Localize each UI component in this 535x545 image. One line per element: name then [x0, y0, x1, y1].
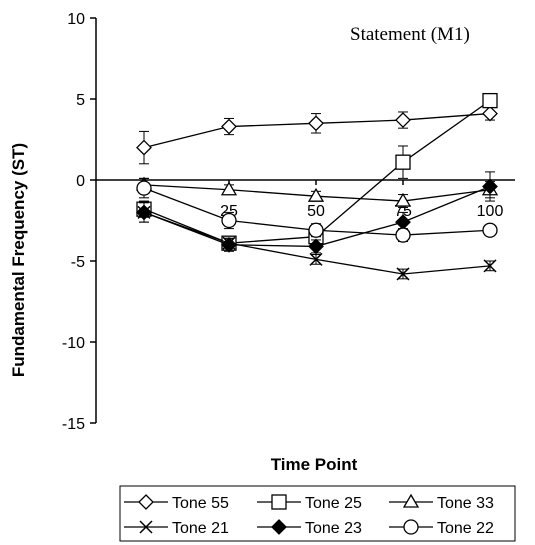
data-point [308, 115, 324, 132]
y-tick-label: -15 [62, 416, 85, 433]
y-tick-label: 5 [76, 92, 85, 109]
data-point [396, 267, 410, 281]
data-point [136, 204, 152, 221]
legend-item: Tone 25 [257, 494, 362, 512]
x-axis-title: Time Point [271, 455, 358, 474]
data-point [136, 139, 152, 156]
legend-label: Tone 23 [305, 520, 362, 537]
data-point [221, 212, 237, 229]
data-point [483, 259, 497, 273]
data-point [136, 180, 152, 196]
legend-item: Tone 22 [389, 519, 494, 537]
x-tick-label: 100 [477, 203, 504, 220]
data-point [394, 192, 412, 207]
y-tick-label: 10 [67, 11, 85, 28]
legend-label: Tone 25 [305, 495, 362, 512]
data-point [395, 112, 411, 128]
data-point [308, 238, 324, 255]
y-tick-label: -10 [62, 335, 85, 352]
legend-box [119, 485, 516, 542]
y-axis: 10 5 0 -5 -10 -15 [62, 11, 97, 433]
y-tick-label: 0 [76, 173, 85, 190]
legend-marker [271, 494, 287, 510]
legend-marker [138, 494, 154, 510]
legend-label: Tone 22 [437, 520, 494, 537]
series-tone-55 [136, 105, 498, 165]
data-point [395, 154, 411, 170]
data-point [482, 222, 498, 238]
series-tone-22 [136, 177, 498, 243]
data-point [395, 227, 411, 243]
legend-marker [403, 519, 419, 535]
data-point [221, 118, 237, 135]
legend-item: Tone 23 [257, 519, 362, 537]
legend-label: Tone 33 [437, 495, 494, 512]
legend-item: Tone 33 [389, 493, 494, 512]
y-tick-label: -5 [71, 254, 85, 271]
data-point [482, 178, 498, 195]
data-point [309, 252, 323, 266]
data-point [482, 92, 498, 109]
data-point [307, 187, 325, 202]
plot-series [135, 92, 499, 281]
chart-annotation: Statement (M1) [350, 24, 470, 45]
legend-item: Tone 55 [124, 494, 229, 512]
legend-label: Tone 55 [172, 495, 229, 512]
data-point [221, 236, 237, 253]
legend-marker [271, 519, 287, 535]
legend-marker [402, 493, 420, 508]
data-point [482, 105, 498, 122]
y-axis-title: Fundamental Frequency (ST) [9, 143, 28, 377]
data-point [220, 181, 238, 196]
legend: Tone 55 Tone 25 Tone 33 Tone 21 Tone 23 Tone … [119, 485, 516, 542]
legend-marker [139, 520, 153, 534]
x-tick-label: 50 [307, 203, 325, 220]
legend-item: Tone 21 [124, 520, 229, 537]
series-tone-23 [136, 171, 498, 255]
legend-label: Tone 21 [172, 520, 229, 537]
data-point [308, 222, 324, 238]
